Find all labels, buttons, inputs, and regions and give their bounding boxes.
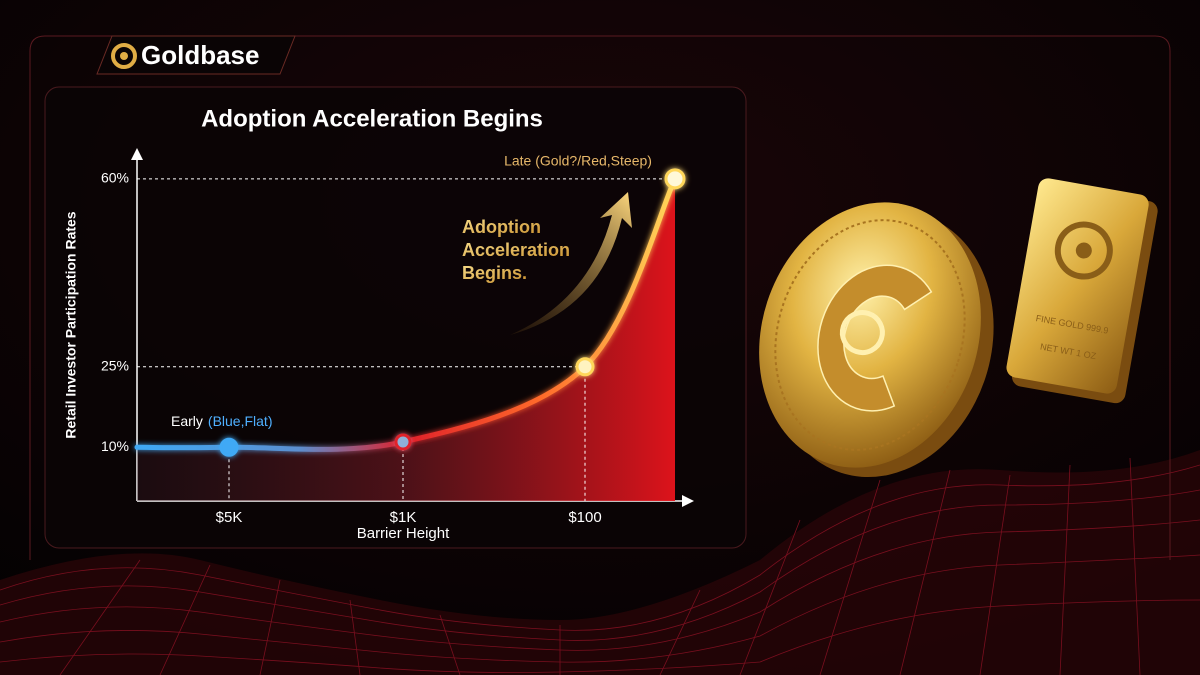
- y-axis-arrow: [131, 148, 143, 160]
- chart-title: Adoption Acceleration Begins: [201, 105, 543, 132]
- annotation-late: Late (Gold?/Red,Steep): [504, 153, 652, 169]
- brand-tab: [96, 35, 296, 75]
- y-tick-label: 60%: [101, 170, 129, 186]
- terrain: [0, 450, 1200, 675]
- point-marker: [219, 437, 239, 457]
- plot: 10% 25% 60% $5K $1K $100: [101, 168, 686, 526]
- brand-logo-dot: [120, 52, 128, 60]
- brand-logo: [111, 43, 137, 69]
- acceleration-arrow: [510, 192, 632, 335]
- y-axis-label: Retail Investor Participation Rates: [63, 211, 79, 438]
- y-tick-label: 25%: [101, 357, 129, 373]
- x-tick-label: $5K: [216, 509, 243, 526]
- annotation-arrow-text: Adoption: [462, 217, 541, 237]
- point-marker: [394, 433, 412, 451]
- x-tick-label: $100: [568, 509, 601, 526]
- point-marker: [575, 357, 595, 377]
- gold-bar: [1006, 178, 1158, 404]
- y-tick-label: 10%: [101, 438, 129, 454]
- x-axis-label: Barrier Height: [357, 525, 450, 542]
- outer-frame-left: [29, 35, 46, 560]
- annotation-arrow-text: Begins.: [462, 263, 527, 283]
- gold-coin: [759, 202, 994, 478]
- annotation-early-note: (Blue,Flat): [208, 413, 273, 429]
- point-marker: [664, 168, 686, 190]
- annotation-early: Early (Blue,Flat): [171, 413, 272, 429]
- brand-name: Goldbase: [141, 40, 259, 70]
- annotation-arrow-text: Acceleration: [462, 240, 570, 260]
- x-axis-arrow: [682, 495, 694, 507]
- annotation-early-label: Early: [171, 413, 203, 429]
- outer-frame: [45, 35, 1171, 560]
- x-tick-label: $1K: [390, 509, 417, 526]
- area-fill: [137, 178, 675, 501]
